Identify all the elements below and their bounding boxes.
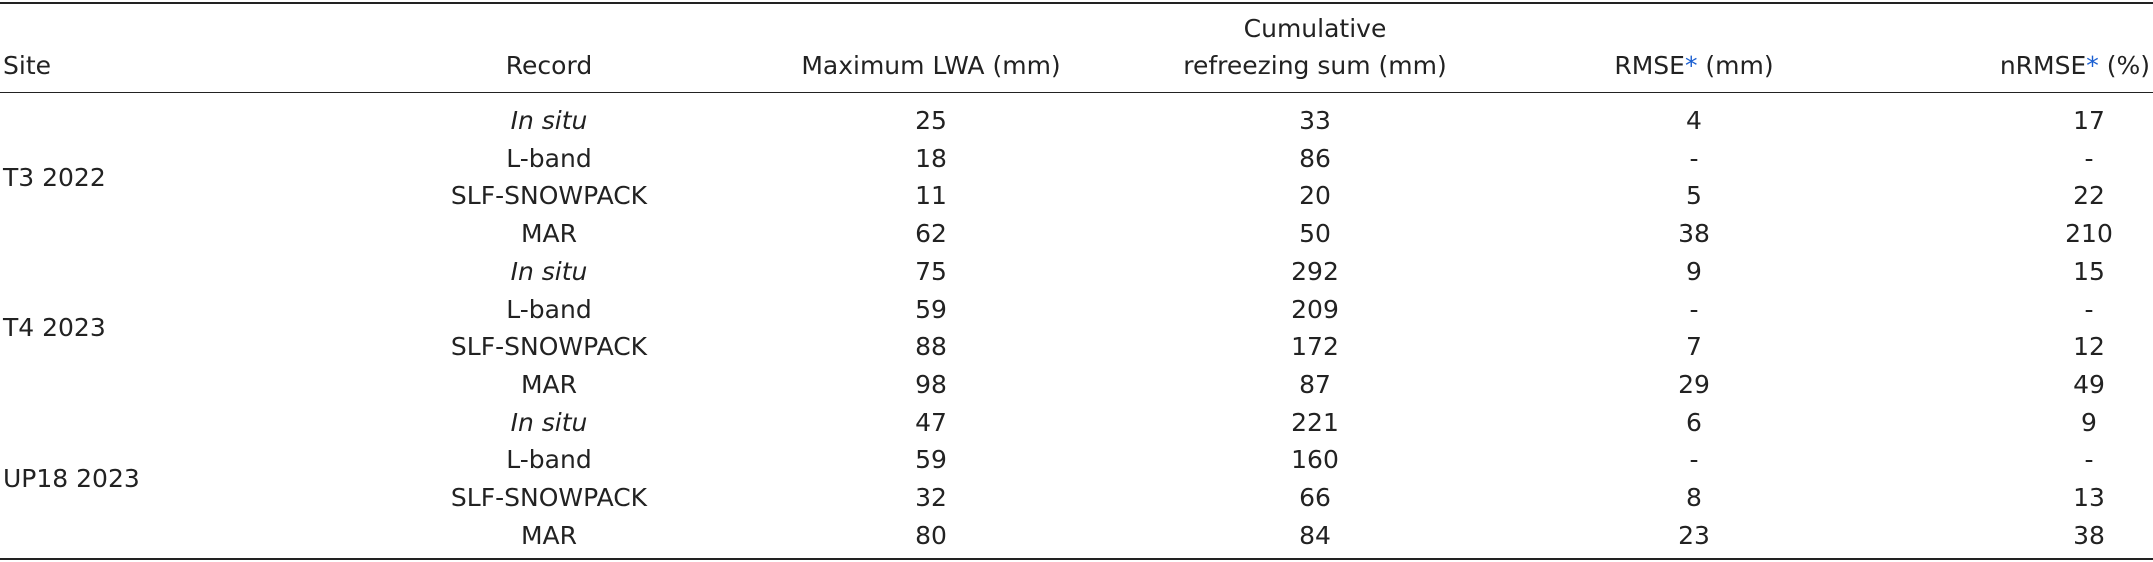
value: 12 [2073,332,2105,362]
value: 18 [915,143,947,173]
record: In situ [510,256,588,286]
value: 221 [1291,407,1339,437]
value: 23 [1678,520,1710,550]
value: 15 [2073,256,2105,286]
value: 38 [1678,219,1710,249]
value: 29 [1678,369,1710,399]
value: - [2084,445,2094,475]
header: refreezing sum (mm) [1183,51,1447,80]
value: 210 [2065,219,2113,249]
record: SLF-SNOWPACK [450,181,648,211]
value: 88 [915,332,947,362]
value: 9 [2081,407,2097,437]
site: T3 2022 [3,162,106,192]
value: 86 [1299,143,1331,173]
value: 49 [2073,369,2105,399]
record: L-band [506,294,592,324]
value: 172 [1291,332,1339,362]
value: 50 [1299,219,1331,249]
header: Site [3,51,51,80]
value: 4 [1686,106,1702,135]
value: 59 [915,294,947,324]
value: 33 [1299,106,1331,135]
value: 59 [915,445,947,475]
record: SLF-SNOWPACK [450,483,648,512]
value: 9 [1686,256,1702,286]
value: 22 [2073,181,2105,211]
record: SLF-SNOWPACK [450,332,648,362]
value: 292 [1291,256,1339,286]
value: 11 [915,181,947,211]
record: MAR [520,219,578,249]
header: Maximum LWA (mm) [801,51,1061,80]
record: L-band [506,445,592,475]
record: In situ [510,407,588,437]
value: 20 [1299,181,1331,211]
value: 80 [915,520,947,550]
record: L-band [506,143,592,173]
value: 17 [2073,106,2105,135]
value: - [1689,445,1699,475]
value: 38 [2073,520,2105,550]
value: 8 [1686,483,1702,512]
value: 84 [1299,520,1331,550]
value: - [1689,294,1699,324]
record: MAR [520,520,578,550]
site: T4 2023 [3,313,106,343]
value: 209 [1291,294,1339,324]
value: 87 [1299,369,1331,399]
value: 32 [915,483,947,512]
value: 47 [915,407,947,437]
value: - [1689,143,1699,173]
value: 25 [915,106,947,135]
record: MAR [520,369,578,399]
site: UP18 2023 [3,464,140,494]
header: RMSE* (mm) [1614,51,1774,80]
header: Cumulative [1243,14,1387,43]
value: 7 [1686,332,1702,362]
value: 62 [915,219,947,249]
value: - [2084,294,2094,324]
record: In situ [510,106,588,135]
value: 160 [1291,445,1339,475]
value: 75 [915,256,947,286]
value: 5 [1686,181,1702,211]
value: 6 [1686,407,1702,437]
top-rule [0,2,2153,4]
header: nRMSE* (%) [1999,51,2150,80]
value: 98 [915,369,947,399]
header-rule [0,92,2153,93]
header: Record [505,51,593,80]
value: - [2084,143,2094,173]
value: 13 [2073,483,2105,512]
value: 66 [1299,483,1331,512]
bottom-rule [0,558,2153,560]
